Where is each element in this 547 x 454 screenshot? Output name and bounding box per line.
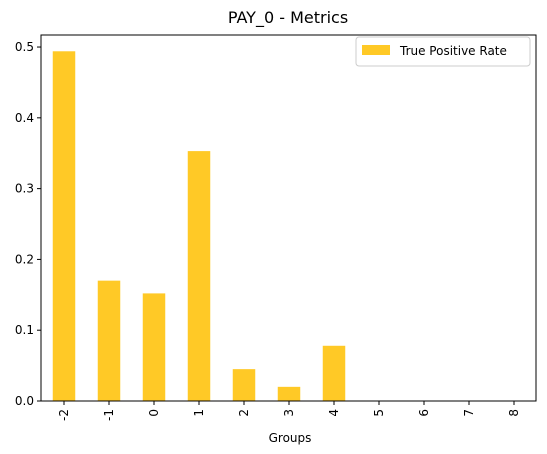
x-axis-label: Groups — [269, 431, 312, 445]
y-axis: 0.0 0.1 0.2 0.3 0.4 0.5 — [15, 40, 41, 408]
x-tick-label: 3 — [282, 409, 296, 417]
y-tick-label: 0.2 — [15, 252, 34, 266]
bars-group — [52, 51, 346, 401]
x-tick-label: 2 — [237, 409, 251, 417]
bar-1 — [187, 151, 211, 401]
y-tick-label: 0.0 — [15, 394, 34, 408]
bar--1 — [97, 280, 121, 401]
legend-swatch — [362, 45, 390, 55]
bar-4 — [322, 345, 346, 401]
chart-title: PAY_0 - Metrics — [228, 8, 348, 28]
x-axis: -2 -1 0 1 2 3 4 5 6 7 8 — [57, 401, 521, 421]
x-tick-label: 1 — [192, 409, 206, 417]
legend: True Positive Rate — [355, 36, 531, 67]
bar-3 — [277, 386, 301, 401]
plot-frame — [40, 34, 537, 402]
y-tick-label: 0.1 — [15, 323, 34, 337]
x-tick-label: 5 — [372, 409, 386, 417]
y-tick-label: 0.4 — [15, 111, 34, 125]
y-tick-label: 0.3 — [15, 182, 34, 196]
legend-label: True Positive Rate — [399, 44, 507, 58]
x-tick-label: 8 — [507, 409, 521, 417]
x-tick-label: 0 — [147, 409, 161, 417]
x-tick-label: 4 — [327, 409, 341, 417]
y-tick-label: 0.5 — [15, 40, 34, 54]
x-tick-label: 7 — [462, 409, 476, 417]
x-tick-label: 6 — [417, 409, 431, 417]
bar-2 — [232, 369, 256, 401]
x-tick-label: -2 — [57, 409, 71, 421]
x-tick-label: -1 — [102, 409, 116, 421]
legend-box — [355, 36, 531, 67]
bar--2 — [52, 51, 76, 401]
bar-0 — [142, 293, 166, 401]
